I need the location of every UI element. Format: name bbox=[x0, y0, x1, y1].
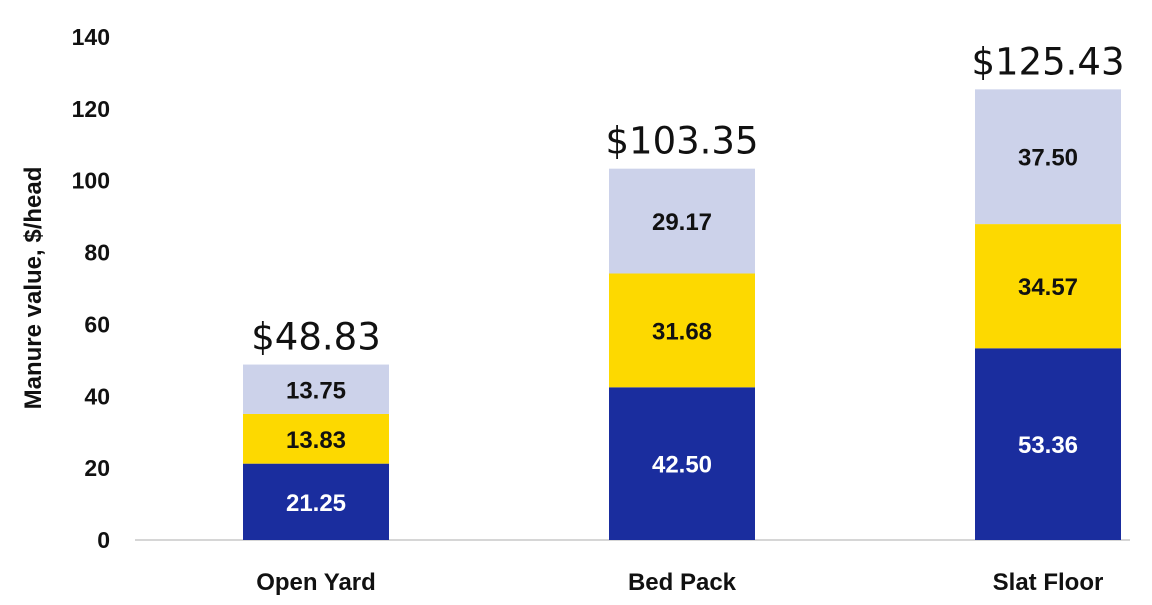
y-tick-label: 100 bbox=[72, 168, 110, 194]
y-tick-label: 40 bbox=[84, 383, 110, 409]
bar-segment bbox=[243, 413, 389, 464]
x-axis-categories: Open Yard Bed Pack Slat Floor bbox=[256, 569, 1103, 596]
y-tick-label: 80 bbox=[84, 240, 110, 266]
bar-total-label: $103.35 bbox=[605, 120, 758, 163]
x-category-label: Open Yard bbox=[256, 569, 376, 596]
bar-stack: 42.50 31.68 29.17 $103.35 bbox=[605, 120, 759, 540]
bar-stack: 53.36 34.57 37.50 $125.43 bbox=[971, 40, 1125, 540]
bar-segment bbox=[975, 348, 1121, 540]
segment-value-label: 34.57 bbox=[1018, 274, 1078, 301]
segment-value-label: 31.68 bbox=[652, 318, 712, 345]
y-tick-label: 120 bbox=[72, 96, 110, 122]
bar-segment bbox=[975, 89, 1121, 225]
y-axis-label: Manure value, $/head bbox=[20, 167, 47, 410]
bar-segment bbox=[243, 364, 389, 414]
y-tick-label: 0 bbox=[97, 527, 110, 553]
bar-segment bbox=[975, 224, 1121, 349]
y-tick-label: 140 bbox=[72, 24, 110, 50]
x-category-label: Slat Floor bbox=[993, 569, 1104, 596]
segment-value-label: 13.83 bbox=[286, 427, 346, 454]
bar-segment bbox=[609, 273, 755, 388]
segment-value-label: 13.75 bbox=[286, 377, 346, 404]
bar-total-label: $125.43 bbox=[971, 40, 1124, 83]
y-axis-ticks: 0 20 40 60 80 100 120 140 bbox=[72, 24, 110, 553]
segment-value-label: 42.50 bbox=[652, 452, 712, 479]
y-tick-label: 20 bbox=[84, 455, 110, 481]
bar-stack: 21.25 13.83 13.75 $48.83 bbox=[243, 316, 389, 540]
bar-segment bbox=[609, 168, 755, 274]
bar-total-label: $48.83 bbox=[251, 316, 380, 359]
bars: 21.25 13.83 13.75 $48.83 42.50 31.68 29.17 $103… bbox=[243, 40, 1125, 540]
segment-value-label: 53.36 bbox=[1018, 432, 1078, 459]
segment-value-label: 37.50 bbox=[1018, 145, 1078, 172]
segment-value-label: 29.17 bbox=[652, 209, 712, 236]
x-category-label: Bed Pack bbox=[628, 569, 737, 596]
y-tick-label: 60 bbox=[84, 311, 110, 337]
bar-segment bbox=[243, 463, 389, 540]
segment-value-label: 21.25 bbox=[286, 490, 346, 517]
bar-segment bbox=[609, 387, 755, 540]
